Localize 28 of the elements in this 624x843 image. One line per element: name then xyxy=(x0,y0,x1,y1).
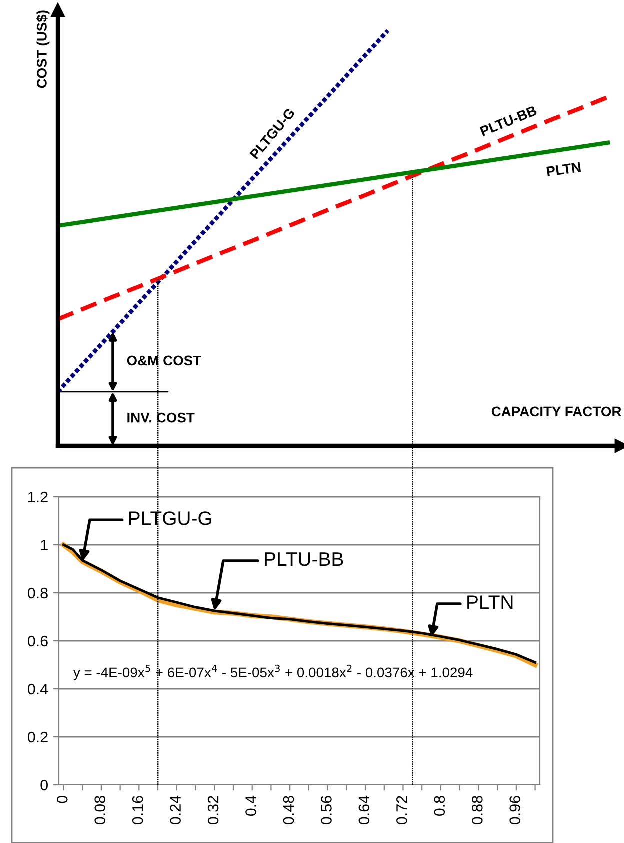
x-axis-title: CAPACITY FACTOR xyxy=(492,406,622,417)
x-tick-label: 0.64 xyxy=(358,796,370,825)
annotation: PLTN xyxy=(468,596,513,610)
y-tick-label: 0.4 xyxy=(28,684,48,695)
text: PLTN xyxy=(546,162,582,177)
x-tick-label: 0.48 xyxy=(283,796,294,825)
y-tick-label: 0 xyxy=(40,780,48,791)
y-axis-title: COST (US$) xyxy=(36,10,50,88)
x-tick-label: 0.4 xyxy=(246,796,256,816)
x-tick-label: 0.88 xyxy=(472,796,483,825)
annotation: INV. COST xyxy=(128,412,195,423)
annotation: O&M COST xyxy=(127,356,202,366)
x-tick-label: 0.32 xyxy=(208,796,219,825)
x-tick-label: 0.72 xyxy=(396,796,408,825)
x-tick-label: 0.96 xyxy=(510,796,521,825)
x-tick-label: 0 xyxy=(57,796,68,804)
y-tick-label: 1 xyxy=(41,540,48,551)
x-tick-label: 0.08 xyxy=(94,796,106,825)
annotation: PLTU-BB xyxy=(265,552,344,566)
annotation: PLTGU-G xyxy=(129,512,212,526)
y-tick-label: 0.8 xyxy=(28,588,48,599)
y-tick-label: 1.2 xyxy=(28,492,48,503)
x-tick-label: 0.8 xyxy=(434,796,446,816)
y-tick-label: 0.2 xyxy=(28,732,48,743)
y-tick-label: 0.6 xyxy=(28,636,48,647)
x-tick-label: 0.56 xyxy=(321,796,332,825)
x-tick-label: 0.24 xyxy=(170,796,181,825)
x-tick-label: 0.16 xyxy=(132,796,144,825)
